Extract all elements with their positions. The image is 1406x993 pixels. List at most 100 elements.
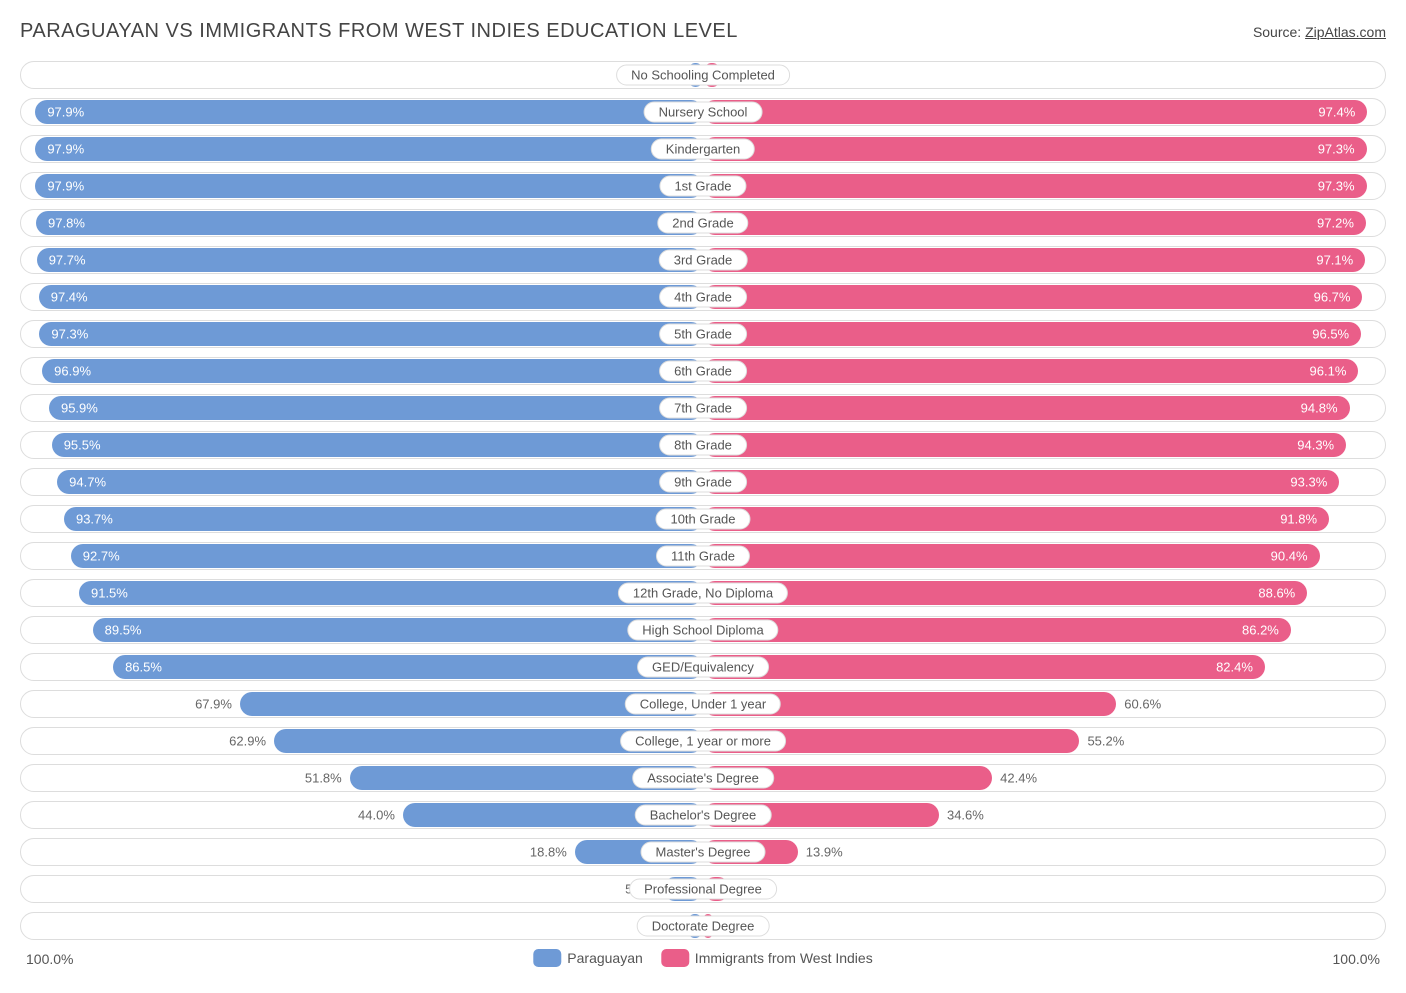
category-label: 9th Grade — [659, 472, 747, 493]
bar-left: 96.9% — [42, 359, 703, 383]
bar-left: 97.4% — [39, 285, 703, 309]
bar-value-right: 96.7% — [1314, 290, 1351, 305]
category-label: College, 1 year or more — [620, 731, 786, 752]
category-label: 8th Grade — [659, 435, 747, 456]
bar-left: 97.9% — [35, 137, 703, 161]
bar-value-left: 97.4% — [51, 290, 88, 305]
bar-right: 88.6% — [703, 581, 1307, 605]
bar-value-left: 95.9% — [61, 401, 98, 416]
chart-footer: 100.0% Paraguayan Immigrants from West I… — [20, 949, 1386, 973]
chart-row: 97.8% 97.2% 2nd Grade — [20, 209, 1386, 237]
chart-row: 86.5% 82.4%GED/Equivalency — [20, 653, 1386, 681]
category-label: 3rd Grade — [659, 250, 748, 271]
bar-value-left: 89.5% — [105, 623, 142, 638]
chart-header: PARAGUAYAN VS IMMIGRANTS FROM WEST INDIE… — [20, 20, 1386, 43]
bar-value-right: 96.5% — [1312, 327, 1349, 342]
bar-value-left: 95.5% — [64, 438, 101, 453]
category-label: 10th Grade — [655, 509, 750, 530]
bar-value-left: 62.9% — [229, 734, 266, 749]
bar-value-left: 51.8% — [305, 771, 342, 786]
bar-value-right: 86.2% — [1242, 623, 1279, 638]
bar-right: 93.3% — [703, 470, 1339, 494]
legend-item-right: Immigrants from West Indies — [661, 949, 873, 967]
bar-right: 82.4% — [703, 655, 1265, 679]
bar-right: 94.8% — [703, 396, 1350, 420]
bar-right: 97.3% — [703, 137, 1367, 161]
legend-label-left: Paraguayan — [567, 950, 643, 966]
bar-left: 89.5% — [93, 618, 703, 642]
source-attribution: Source: ZipAtlas.com — [1253, 24, 1386, 40]
bar-value-right: 94.8% — [1301, 401, 1338, 416]
bar-right: 96.7% — [703, 285, 1362, 309]
chart-row: 94.7%93.3%9th Grade — [20, 468, 1386, 496]
bar-value-right: 94.3% — [1297, 438, 1334, 453]
chart-row: 93.7% 91.8% 10th Grade — [20, 505, 1386, 533]
source-link[interactable]: ZipAtlas.com — [1305, 24, 1386, 40]
category-label: High School Diploma — [627, 620, 778, 641]
bar-left: 95.5% — [52, 433, 703, 457]
chart-row: 67.9% 60.6% College, Under 1 year — [20, 690, 1386, 718]
chart-row: 95.5% 94.3% 8th Grade — [20, 431, 1386, 459]
bar-right: 97.1% — [703, 248, 1365, 272]
chart-row: 97.3%96.5%5th Grade — [20, 320, 1386, 348]
legend-swatch-right — [661, 949, 689, 967]
legend-item-left: Paraguayan — [533, 949, 643, 967]
bar-right: 97.4% — [703, 100, 1367, 124]
chart-row: 95.9%94.8%7th Grade — [20, 394, 1386, 422]
bar-value-right: 60.6% — [1124, 697, 1161, 712]
bar-right: 96.5% — [703, 322, 1361, 346]
bar-left: 92.7% — [71, 544, 703, 568]
category-label: College, Under 1 year — [625, 694, 781, 715]
bar-value-left: 97.8% — [48, 216, 85, 231]
bar-value-left: 92.7% — [83, 549, 120, 564]
bar-value-left: 44.0% — [358, 808, 395, 823]
chart-row: 97.9%97.3%Kindergarten — [20, 135, 1386, 163]
bar-value-right: 97.3% — [1318, 142, 1355, 157]
category-label: GED/Equivalency — [637, 657, 769, 678]
category-label: Doctorate Degree — [637, 916, 770, 937]
bar-value-left: 97.7% — [49, 253, 86, 268]
bar-left: 97.8% — [36, 211, 703, 235]
category-label: 4th Grade — [659, 287, 747, 308]
chart-row: 97.9% 97.4%Nursery School — [20, 98, 1386, 126]
chart-row: 91.5%88.6%12th Grade, No Diploma — [20, 579, 1386, 607]
bar-left: 97.9% — [35, 100, 703, 124]
bar-value-left: 97.9% — [47, 179, 84, 194]
chart-row: 89.5% 86.2% High School Diploma — [20, 616, 1386, 644]
chart-row: 2.3%1.5%Doctorate Degree — [20, 912, 1386, 940]
bar-value-right: 91.8% — [1280, 512, 1317, 527]
bar-left: 97.3% — [39, 322, 703, 346]
chart-row: 5.9%4.0%Professional Degree — [20, 875, 1386, 903]
category-label: Nursery School — [644, 102, 763, 123]
chart-row: 96.9%96.1%6th Grade — [20, 357, 1386, 385]
bar-value-left: 18.8% — [530, 845, 567, 860]
axis-max-left: 100.0% — [26, 951, 73, 967]
bar-value-right: 42.4% — [1000, 771, 1037, 786]
bar-value-left: 97.9% — [47, 105, 84, 120]
bar-right: 96.1% — [703, 359, 1358, 383]
bar-left: 94.7% — [57, 470, 703, 494]
bar-left: 97.7% — [37, 248, 703, 272]
bar-value-left: 67.9% — [195, 697, 232, 712]
bar-value-left: 86.5% — [125, 660, 162, 675]
chart-area: 2.2%2.7%No Schooling Completed97.9%97.4%… — [20, 61, 1386, 940]
bar-value-right: 97.3% — [1318, 179, 1355, 194]
chart-row: 92.7%90.4%11th Grade — [20, 542, 1386, 570]
category-label: 2nd Grade — [657, 213, 748, 234]
bar-left: 93.7% — [64, 507, 703, 531]
chart-title: PARAGUAYAN VS IMMIGRANTS FROM WEST INDIE… — [20, 20, 738, 43]
bar-right: 97.3% — [703, 174, 1367, 198]
category-label: 12th Grade, No Diploma — [618, 583, 788, 604]
bar-value-left: 97.3% — [51, 327, 88, 342]
bar-right: 97.2% — [703, 211, 1366, 235]
category-label: Master's Degree — [641, 842, 766, 863]
bar-right: 86.2% — [703, 618, 1291, 642]
category-label: Bachelor's Degree — [635, 805, 772, 826]
bar-value-right: 55.2% — [1087, 734, 1124, 749]
chart-row: 97.4% 96.7% 4th Grade — [20, 283, 1386, 311]
axis-max-right: 100.0% — [1333, 951, 1380, 967]
chart-row: 18.8%13.9%Master's Degree — [20, 838, 1386, 866]
bar-value-right: 34.6% — [947, 808, 984, 823]
bar-value-right: 97.2% — [1317, 216, 1354, 231]
source-prefix: Source: — [1253, 24, 1305, 40]
